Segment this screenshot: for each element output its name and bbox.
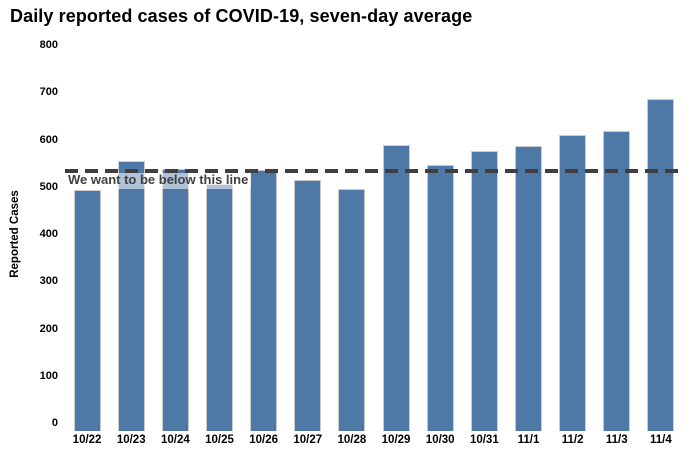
y-axis: 0 100 200 300 400 500 600 700 800 xyxy=(0,39,58,429)
x-tick-label: 11/3 xyxy=(605,434,628,446)
x-tick-label: 11/1 xyxy=(517,434,540,446)
y-tick-label: 700 xyxy=(39,86,58,99)
bar-slot-11/1 xyxy=(506,53,550,431)
bar-10/24 xyxy=(161,168,189,431)
bar-slot-10/24 xyxy=(153,53,197,431)
bar-slot-11/2 xyxy=(551,53,595,431)
x-tick-label: 10/31 xyxy=(469,434,499,446)
y-tick-label: 400 xyxy=(39,228,58,240)
x-tick-label: 10/28 xyxy=(337,434,367,446)
bar-10/29 xyxy=(382,145,410,431)
y-tick-label: 300 xyxy=(39,275,58,288)
bar-slot-10/23 xyxy=(109,53,153,431)
bar-10/31 xyxy=(470,150,498,431)
y-tick-label: 500 xyxy=(39,180,58,193)
x-tick-label: 10/29 xyxy=(381,434,411,446)
bar-series xyxy=(65,53,683,431)
bar-10/26 xyxy=(250,170,278,431)
bar-slot-11/4 xyxy=(639,53,683,431)
x-tick-label: 10/25 xyxy=(205,434,234,446)
bar-10/25 xyxy=(205,183,233,431)
bar-slot-11/3 xyxy=(595,53,639,431)
bar-11/4 xyxy=(647,98,675,431)
y-tick-label: 0 xyxy=(51,417,58,429)
x-tick-label: 10/22 xyxy=(72,434,102,446)
y-tick-label: 100 xyxy=(39,369,58,382)
bar-slot-10/22 xyxy=(65,53,109,431)
bar-slot-10/26 xyxy=(242,53,286,431)
reference-line xyxy=(65,169,683,173)
x-tick-label: 10/24 xyxy=(160,434,190,446)
y-tick-label: 600 xyxy=(39,133,58,146)
bar-11/1 xyxy=(514,146,542,431)
x-tick-label: 10/30 xyxy=(425,434,455,446)
y-tick-label: 200 xyxy=(39,322,58,335)
bar-11/3 xyxy=(603,131,631,431)
x-tick-label: 11/4 xyxy=(650,434,672,446)
bar-slot-10/30 xyxy=(418,53,462,431)
bar-slot-10/31 xyxy=(462,53,506,431)
bar-slot-10/29 xyxy=(374,53,418,431)
reference-line-annotation: We want to be below this line xyxy=(66,172,252,190)
plot-area: We want to be below this line xyxy=(65,53,683,431)
x-axis: 10/22 10/23 10/24 10/25 10/26 10/27 10/28 10/29… xyxy=(65,434,683,446)
bar-11/2 xyxy=(559,134,587,431)
x-tick-label: 10/26 xyxy=(249,434,279,446)
x-tick-label: 10/23 xyxy=(116,434,146,446)
y-tick-label: 800 xyxy=(39,39,58,51)
bar-slot-10/25 xyxy=(197,53,241,431)
bar-10/23 xyxy=(117,160,145,431)
bar-slot-10/28 xyxy=(330,53,374,431)
bar-slot-10/27 xyxy=(286,53,330,431)
chart-title: Daily reported cases of COVID-19, seven-… xyxy=(10,6,473,26)
x-tick-label: 11/2 xyxy=(561,434,584,446)
bar-10/27 xyxy=(294,179,322,431)
x-tick-label: 10/27 xyxy=(293,434,323,446)
bar-10/22 xyxy=(73,190,101,431)
bar-10/30 xyxy=(426,165,454,431)
bar-10/28 xyxy=(338,188,366,431)
